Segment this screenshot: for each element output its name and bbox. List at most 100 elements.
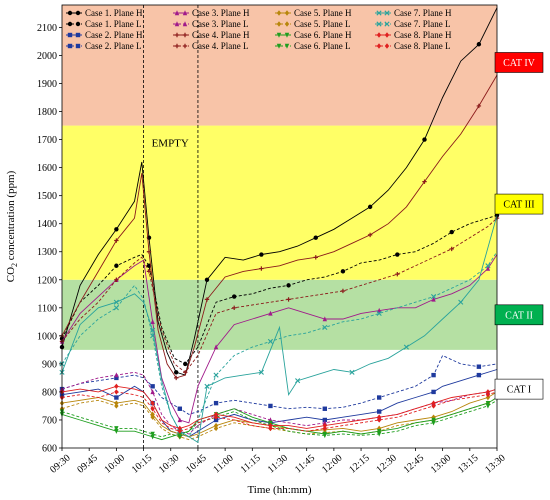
series-point-6-18: [313, 255, 318, 260]
x-tick-label-13: 12:45: [402, 453, 427, 476]
series-line-14: [61, 385, 498, 429]
series-point-7-15: [286, 297, 291, 302]
series-point-5-3: [114, 372, 119, 378]
series-point-4-9: [177, 417, 183, 423]
series-point-15-21: [376, 417, 382, 423]
series-point-8-3: [114, 400, 119, 406]
series-point-3-15: [268, 403, 273, 409]
series-lines: [59, 7, 500, 444]
legend-label-9: Case 5. Plane L: [294, 19, 351, 29]
series-point-2-12: [213, 417, 219, 423]
series-point-1-24: [449, 229, 454, 235]
series-line-3: [61, 354, 498, 415]
legend-marker-b-15: [384, 43, 390, 49]
legend-marker-b-0: [75, 10, 81, 16]
legend-marker-4: [174, 10, 180, 16]
legend-marker-b-11: [284, 43, 290, 49]
x-tick-label-3: 10:15: [130, 453, 155, 476]
legend-marker-14: [376, 32, 382, 38]
series-point-10-27: [485, 400, 491, 406]
series-point-1-3: [114, 263, 119, 268]
series-point-4-18: [322, 316, 328, 322]
legend-marker-10: [276, 32, 282, 38]
y-tick-label-14: 2000: [37, 51, 57, 62]
series-point-15-3: [114, 389, 119, 395]
x-tick-label-6: 11:00: [211, 453, 235, 476]
series-line-10: [61, 397, 498, 441]
vertical-markers: [143, 5, 199, 448]
series-point-5-18: [322, 420, 328, 425]
legend-marker-8: [276, 10, 282, 16]
series-point-11-21: [376, 431, 382, 437]
series-point-14-27: [485, 389, 491, 395]
legend-label-6: Case 4. Plane H: [192, 30, 250, 40]
series-point-3-6: [150, 384, 155, 389]
y-tick-label-9: 1500: [37, 191, 57, 202]
series-point-2-24: [431, 389, 436, 395]
y-tick-label-1: 700: [42, 415, 57, 426]
series-6: [59, 74, 498, 381]
y-tick-label-10: 1600: [37, 163, 57, 174]
legend-label-8: Case 5. Plane H: [294, 8, 352, 18]
series-point-9-12: [213, 425, 219, 432]
legend-marker-b-13: [384, 21, 390, 27]
legend-marker-0: [67, 10, 73, 16]
x-tick-label-11: 12:15: [347, 453, 372, 476]
series-point-11-24: [431, 420, 436, 426]
series-point-6-24: [422, 179, 427, 184]
series-point-15-15: [268, 425, 273, 432]
y-tick-label-15: 2100: [37, 23, 57, 34]
series-point-0-18: [313, 235, 318, 240]
y-tick-label-7: 1300: [37, 247, 57, 258]
legend-marker-b-6: [182, 32, 188, 38]
series-point-0-3: [114, 227, 119, 232]
y-axis-title: CO2 concentration (ppm): [5, 170, 19, 282]
series-point-2-21: [376, 409, 382, 414]
x-tick-label-14: 13:00: [429, 453, 454, 476]
category-label-box-0: [494, 378, 544, 400]
series-point-7-6: [146, 269, 152, 274]
series-point-7-12: [231, 305, 237, 311]
legend-marker-b-12: [384, 10, 390, 16]
legend-marker-b-2: [75, 32, 81, 38]
legend-marker-9: [276, 21, 282, 27]
legend-marker-7: [174, 43, 180, 49]
series-point-4-24: [431, 296, 436, 302]
legend-marker-1: [67, 21, 73, 27]
series-point-3-27: [476, 364, 482, 369]
x-tick-label-2: 10:00: [103, 453, 128, 476]
legend-marker-3: [67, 43, 73, 49]
series-point-11-9: [177, 434, 183, 440]
legend-marker-12: [376, 10, 382, 16]
legend-marker-b-14: [384, 32, 390, 38]
series-point-6-12: [204, 297, 210, 302]
legend-marker-b-9: [284, 21, 290, 27]
band-0: [62, 349, 497, 448]
x-tick-label-7: 11:15: [239, 453, 263, 476]
legend-label-1: Case 1. Plane L: [85, 19, 142, 29]
series-line-11: [61, 399, 498, 438]
y-tick-label-4: 1000: [37, 331, 57, 342]
series-point-14-15: [268, 422, 273, 429]
series-point-13-21: [376, 310, 382, 317]
series-point-1-15: [286, 283, 291, 288]
series-point-12-15: [258, 369, 264, 375]
category-label-2: CAT III: [503, 200, 534, 211]
x-tick-label-0: 09:30: [48, 453, 73, 476]
series-point-13-12: [213, 372, 219, 378]
legend-marker-5: [174, 21, 180, 27]
series-point-13-15: [267, 338, 274, 345]
series-point-15-12: [213, 414, 219, 420]
series-point-3-3: [114, 375, 119, 381]
series-point-3-21: [376, 395, 382, 400]
legend-marker-b-3: [75, 43, 81, 49]
series-point-0-12: [204, 277, 210, 282]
series-point-15-27: [485, 392, 491, 398]
legend-label-4: Case 3. Plane H: [192, 8, 250, 18]
series-point-11-6: [150, 431, 155, 437]
legend-label-12: Case 7. Plane H: [394, 8, 452, 18]
series-point-14-9: [177, 425, 183, 432]
series-line-7: [61, 217, 498, 373]
series-line-13: [61, 251, 498, 438]
legend-label-11: Case 6. Plane L: [294, 41, 351, 51]
